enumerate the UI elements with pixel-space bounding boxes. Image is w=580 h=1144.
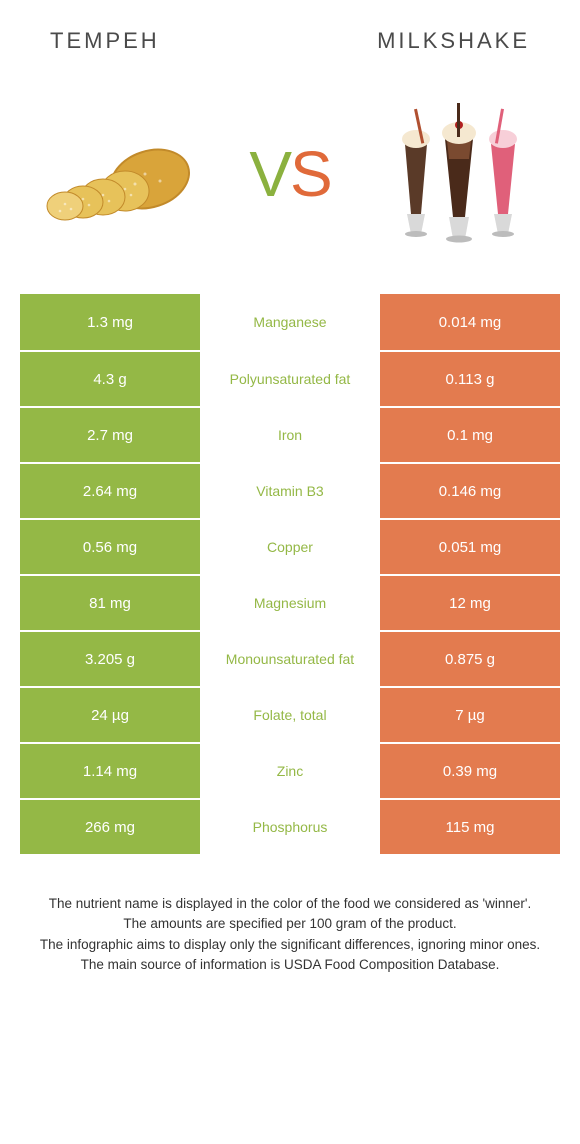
vs-v: V [249,138,290,210]
footer-line: The infographic aims to display only the… [30,935,550,955]
nutrient-name: Manganese [200,294,380,350]
nutrient-name: Iron [200,408,380,462]
value-right: 0.39 mg [380,744,560,798]
nutrient-row: 2.64 mgVitamin B30.146 mg [20,462,560,518]
nutrient-row: 266 mgPhosphorus115 mg [20,798,560,854]
value-left: 1.14 mg [20,744,200,798]
value-left: 266 mg [20,800,200,854]
footer-notes: The nutrient name is displayed in the co… [0,854,580,995]
nutrient-name: Vitamin B3 [200,464,380,518]
nutrient-row: 2.7 mgIron0.1 mg [20,406,560,462]
nutrient-name: Zinc [200,744,380,798]
value-right: 0.014 mg [380,294,560,350]
value-left: 2.7 mg [20,408,200,462]
value-left: 0.56 mg [20,520,200,574]
value-left: 24 µg [20,688,200,742]
nutrient-row: 1.3 mgManganese0.014 mg [20,294,560,350]
nutrient-table: 1.3 mgManganese0.014 mg4.3 gPolyunsatura… [20,294,560,854]
title-left: Tempeh [50,28,160,54]
nutrient-row: 3.205 gMonounsaturated fat0.875 g [20,630,560,686]
value-left: 4.3 g [20,352,200,406]
footer-line: The nutrient name is displayed in the co… [30,894,550,914]
value-right: 0.875 g [380,632,560,686]
nutrient-name: Phosphorus [200,800,380,854]
nutrient-row: 24 µgFolate, total7 µg [20,686,560,742]
tempeh-image [30,94,210,254]
nutrient-row: 81 mgMagnesium12 mg [20,574,560,630]
milkshake-image [370,94,550,254]
header-row: Tempeh Milkshake [0,0,580,64]
value-left: 3.205 g [20,632,200,686]
nutrient-row: 1.14 mgZinc0.39 mg [20,742,560,798]
footer-line: The amounts are specified per 100 gram o… [30,914,550,934]
value-right: 115 mg [380,800,560,854]
value-right: 0.113 g [380,352,560,406]
value-right: 12 mg [380,576,560,630]
nutrient-name: Copper [200,520,380,574]
footer-line: The main source of information is USDA F… [30,955,550,975]
nutrient-row: 4.3 gPolyunsaturated fat0.113 g [20,350,560,406]
images-row: VS [0,64,580,294]
value-left: 2.64 mg [20,464,200,518]
nutrient-name: Monounsaturated fat [200,632,380,686]
value-left: 81 mg [20,576,200,630]
vs-label: VS [249,137,330,211]
nutrient-name: Polyunsaturated fat [200,352,380,406]
value-right: 0.051 mg [380,520,560,574]
value-right: 0.1 mg [380,408,560,462]
nutrient-name: Magnesium [200,576,380,630]
title-right: Milkshake [377,28,530,54]
value-left: 1.3 mg [20,294,200,350]
value-right: 7 µg [380,688,560,742]
vs-s: S [290,138,331,210]
nutrient-row: 0.56 mgCopper0.051 mg [20,518,560,574]
nutrient-name: Folate, total [200,688,380,742]
value-right: 0.146 mg [380,464,560,518]
